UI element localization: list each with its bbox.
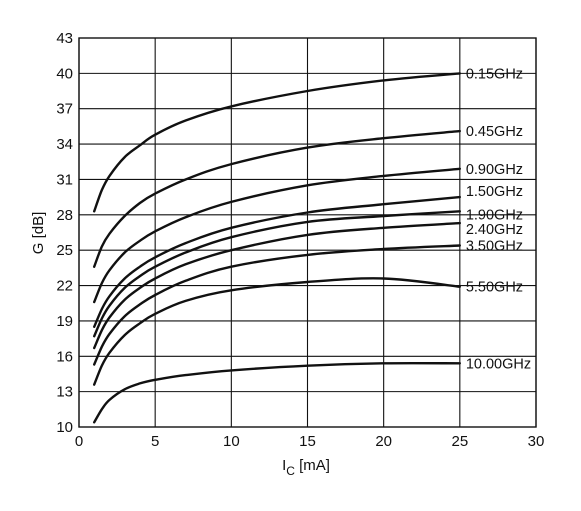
series-label-1.50GHz: 1.50GHz [466, 184, 523, 200]
series-line-3.50GHz [93, 244, 461, 366]
x-tick-label: 20 [375, 433, 392, 450]
series-line-1.90GHz [93, 210, 461, 338]
y-tick-label: 31 [56, 171, 73, 188]
series-label-3.50GHz: 3.50GHz [466, 238, 523, 254]
y-axis-label: G [dB] [30, 212, 47, 255]
series-labels: 0.15GHz 0.45GHz 0.90GHz 1.50GHz 1.90GHz2.40G… [466, 66, 531, 372]
y-tick-label: 34 [56, 136, 73, 153]
x-tick-label: 30 [528, 433, 545, 450]
x-axis-label-main: I [282, 457, 286, 474]
y-tick-label: 37 [56, 101, 73, 118]
series-line-1.50GHz [93, 195, 461, 328]
y-tick-label: 13 [56, 384, 73, 401]
x-tick-label: 0 [75, 433, 83, 450]
series-label-2.40GHz: 2.40GHz [466, 222, 523, 238]
series-label-1.90GHz: 1.90GHz [466, 207, 523, 223]
x-axis-label: IC [mA] [282, 457, 330, 478]
x-tick-label: 5 [151, 433, 159, 450]
series-line-2.40GHz [93, 221, 461, 350]
x-axis-label-subscript: C [286, 464, 295, 478]
series-line-5.50GHz [93, 277, 461, 386]
y-tick-label: 19 [56, 313, 73, 330]
series-label-5.50GHz: 5.50GHz [466, 280, 523, 296]
series-label-0.45GHz: 0.45GHz [466, 124, 523, 140]
y-tick-label: 16 [56, 348, 73, 365]
y-tick-label: 22 [56, 278, 73, 295]
series-label-0.15GHz: 0.15GHz [466, 66, 523, 82]
y-tick-label: 28 [56, 207, 73, 224]
y-tick-label: 43 [56, 30, 73, 47]
x-axis-label-unit: [mA] [295, 457, 330, 474]
series-label-10.00GHz: 10.00GHz [466, 356, 531, 372]
y-tick-label: 10 [56, 419, 73, 436]
series-curves [93, 72, 461, 424]
grid [78, 37, 537, 428]
series-line-10.00GHz [93, 361, 461, 424]
series-line-0.45GHz [93, 129, 461, 268]
series-label-0.90GHz: 0.90GHz [466, 162, 523, 178]
series-line-0.90GHz [93, 167, 461, 304]
x-tick-label: 15 [299, 433, 316, 450]
series-line-0.15GHz [93, 72, 461, 213]
y-tick-label: 40 [56, 65, 73, 82]
x-tick-label: 10 [223, 433, 240, 450]
plot-area-frame [78, 37, 537, 428]
x-axis-ticks: 0 5 10 15 20 25 30 [75, 433, 545, 450]
x-tick-label: 25 [451, 433, 468, 450]
y-axis-ticks: 10 13 16 19 22 25 28 31 34 37 40 43 [56, 30, 73, 436]
y-tick-label: 25 [56, 242, 73, 259]
